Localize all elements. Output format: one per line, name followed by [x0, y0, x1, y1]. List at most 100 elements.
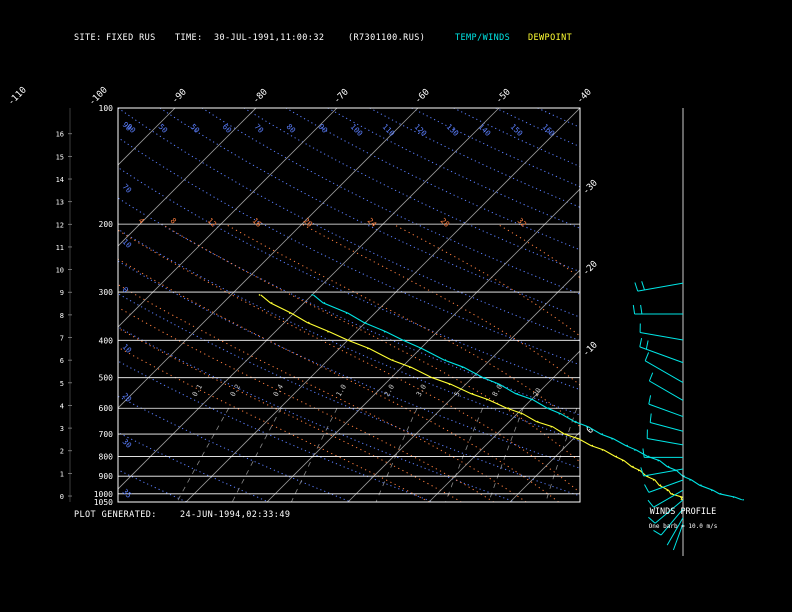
temperature-point — [323, 302, 326, 304]
dry-adiabat — [118, 395, 352, 502]
temp-tick-top: -90 — [170, 87, 189, 106]
dewpoint-point — [258, 294, 261, 296]
wind-barb-flag — [644, 484, 650, 493]
dry-adiabat — [327, 108, 580, 229]
dry-adiabat — [705, 108, 792, 502]
temperature-point — [683, 475, 685, 478]
wind-barb-flag — [649, 413, 652, 423]
moist-adiabat-label: 4 — [137, 216, 147, 226]
pressure-tick-label: 300 — [99, 288, 114, 297]
isotherm — [672, 108, 792, 502]
time-value: 30-JUL-1991,11:00:32 — [214, 33, 325, 43]
pressure-tick-label: 600 — [99, 404, 114, 413]
height-tick-label: 10 — [56, 267, 64, 275]
dry-adiabat — [285, 108, 580, 251]
temperature-point — [586, 425, 588, 428]
temp-tick-top: -80 — [251, 87, 270, 106]
dewpoint-point — [576, 438, 579, 440]
temperature-point — [689, 479, 691, 481]
pressure-tick-label: 400 — [99, 336, 114, 345]
dewpoint-point — [666, 489, 669, 492]
dewpoint-point — [327, 330, 329, 333]
temperature-point — [558, 412, 561, 415]
moist-adiabat — [301, 223, 580, 386]
dry-adiabat-side-label: 10 — [121, 237, 134, 250]
wind-barb-flag — [644, 352, 650, 361]
temperature-point — [601, 433, 603, 435]
dry-adiabat — [495, 108, 580, 148]
temperature-point — [483, 376, 486, 379]
dewpoint-point — [367, 347, 369, 350]
dry-adiabat-side-label: 70 — [121, 182, 134, 195]
height-tick-label: 8 — [60, 312, 64, 320]
dewpoint-point — [632, 465, 634, 468]
mixing-ratio-line — [375, 408, 418, 502]
height-tick-label: 1 — [60, 470, 64, 478]
isotherm — [0, 108, 13, 502]
dry-adiabat — [243, 108, 580, 273]
dewpoint-point — [448, 383, 451, 386]
wind-barb — [654, 499, 684, 524]
dry-adiabat — [118, 326, 516, 502]
pressure-tick-label: 900 — [99, 472, 114, 481]
dewpoint-point — [392, 359, 394, 361]
plot-generated-value: 24-JUN-1994,02:33:49 — [180, 510, 291, 520]
mixing-ratio-line — [445, 408, 483, 502]
site-value: FIXED RUS — [106, 33, 156, 43]
moist-adiabat — [161, 223, 580, 463]
wind-barb-flag — [653, 529, 662, 536]
temperature-point — [575, 420, 577, 423]
dewpoint-point — [637, 469, 640, 472]
dry-adiabat-side-label: 35 — [121, 487, 134, 500]
wind-barb — [648, 403, 684, 418]
dry-adiabat-label: 110 — [381, 122, 397, 138]
moist-adiabat-label: 20 — [302, 216, 315, 229]
moist-adiabat — [118, 258, 559, 502]
plot-frame — [117, 107, 581, 503]
moist-adiabat — [118, 229, 580, 494]
isotherm — [0, 108, 94, 502]
dry-adiabat-label: 130 — [445, 122, 461, 138]
wind-barb — [643, 468, 684, 477]
dewpoint-point — [409, 366, 411, 369]
dewpoint-line — [260, 294, 683, 501]
height-tick-label: 11 — [56, 244, 64, 252]
temperature-point — [647, 455, 650, 458]
dry-adiabat — [537, 108, 580, 128]
dry-adiabat-label: 140 — [477, 122, 493, 138]
dry-adiabat-side-label: 20 — [121, 391, 134, 404]
temperature-point — [711, 489, 713, 492]
dewpoint-point — [601, 449, 604, 451]
temperature-point — [700, 484, 702, 487]
wind-barb — [666, 517, 684, 546]
temperature-point — [419, 347, 422, 350]
height-tick-label: 7 — [60, 335, 64, 343]
wind-barb — [650, 422, 684, 432]
moist-adiabat-label: 24 — [366, 216, 379, 229]
dry-adiabat — [118, 166, 580, 391]
dewpoint-point — [307, 321, 310, 324]
dewpoint-point — [507, 407, 510, 410]
temperature-point — [634, 449, 636, 451]
temperature-point — [461, 366, 464, 369]
wind-barb-flag — [642, 448, 645, 458]
wind-barb — [639, 346, 684, 364]
moist-adiabat — [497, 223, 580, 279]
mixing-ratio-label: 3.0 — [415, 383, 428, 398]
height-tick-label: 5 — [60, 380, 64, 388]
isotherm — [266, 188, 580, 502]
dewpoint-point — [565, 433, 567, 435]
dry-adiabat-side-label: 0 — [121, 285, 131, 295]
dry-adiabat-label: 60 — [221, 122, 234, 135]
isotherm — [753, 108, 792, 502]
wind-barb — [637, 282, 684, 292]
mixing-ratio-label: 2.0 — [383, 383, 396, 398]
dry-adiabat-label: 160 — [541, 122, 557, 138]
dry-adiabat — [118, 136, 580, 366]
moist-adiabat — [602, 224, 785, 502]
dry-adiabat — [118, 108, 580, 342]
dewpoint-point — [671, 493, 673, 495]
mixing-ratio-line — [231, 408, 282, 502]
temperature-point — [345, 312, 348, 314]
dewpoint-point — [550, 425, 553, 428]
